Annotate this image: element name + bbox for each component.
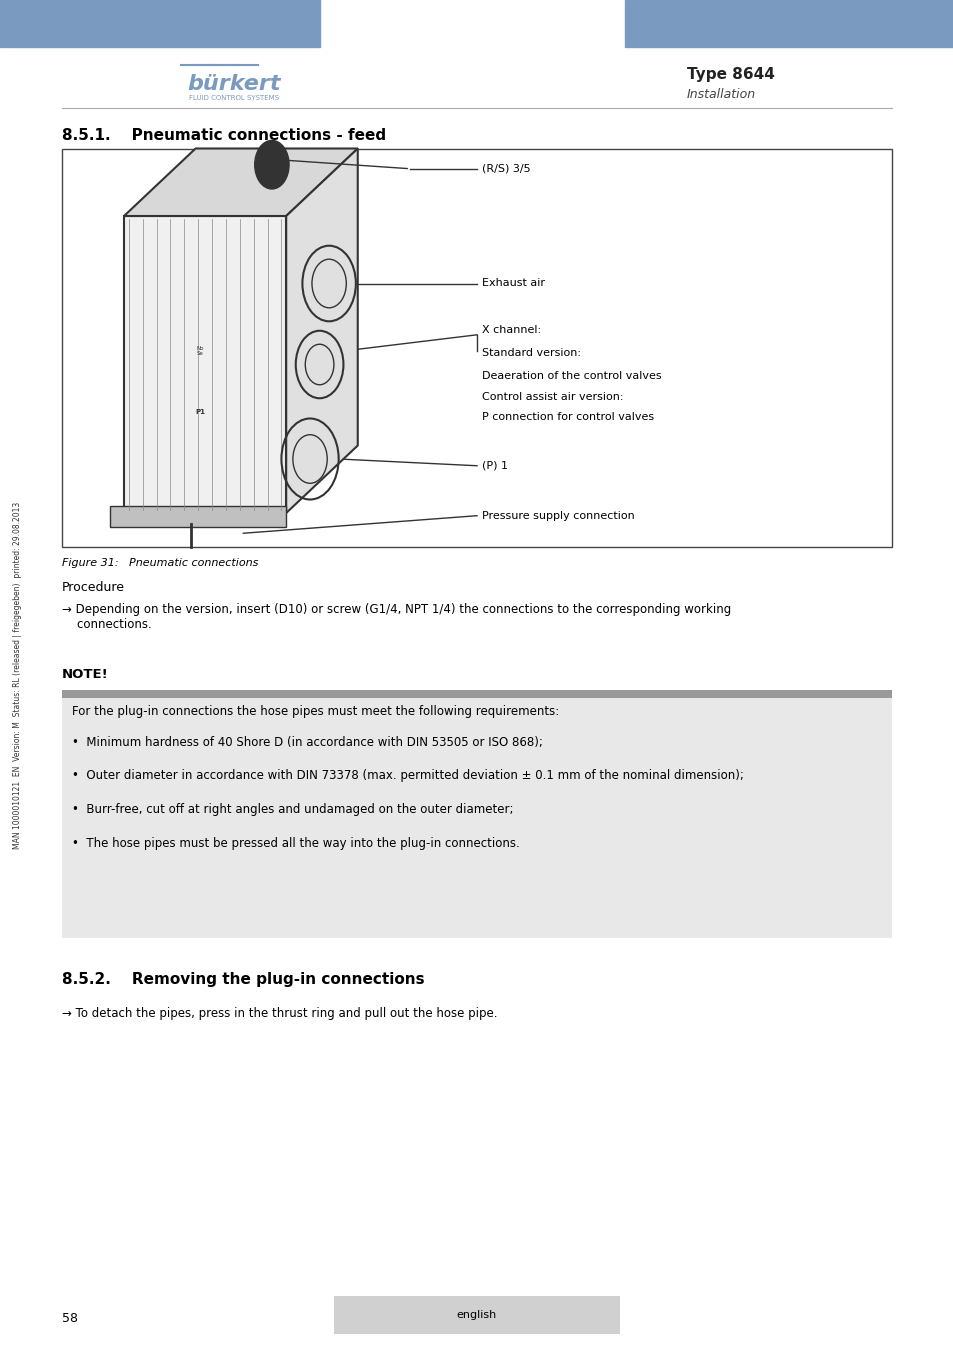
Text: No
Se: No Se bbox=[196, 346, 204, 356]
Text: → To detach the pipes, press in the thrust ring and pull out the hose pipe.: → To detach the pipes, press in the thru… bbox=[62, 1007, 497, 1021]
Polygon shape bbox=[124, 216, 286, 513]
Text: 58: 58 bbox=[62, 1312, 78, 1326]
Text: P connection for control valves: P connection for control valves bbox=[481, 412, 653, 421]
Text: (R/S) 3/5: (R/S) 3/5 bbox=[481, 163, 530, 174]
Text: Figure 31:: Figure 31: bbox=[62, 558, 118, 567]
Text: Pressure supply connection: Pressure supply connection bbox=[481, 510, 634, 521]
Bar bbox=[62, 690, 891, 698]
Polygon shape bbox=[124, 148, 357, 216]
Text: •  Burr-free, cut off at right angles and undamaged on the outer diameter;: • Burr-free, cut off at right angles and… bbox=[71, 803, 513, 817]
Polygon shape bbox=[110, 506, 286, 526]
Text: english: english bbox=[456, 1310, 497, 1320]
Text: NOTE!: NOTE! bbox=[62, 668, 109, 682]
Text: Type 8644: Type 8644 bbox=[686, 68, 774, 82]
Text: •  Outer diameter in accordance with DIN 73378 (max. permitted deviation ± 0.1 m: • Outer diameter in accordance with DIN … bbox=[71, 769, 742, 783]
Text: Installation: Installation bbox=[686, 88, 755, 101]
Text: FLUID CONTROL SYSTEMS: FLUID CONTROL SYSTEMS bbox=[189, 95, 278, 100]
Text: 8.5.1.    Pneumatic connections - feed: 8.5.1. Pneumatic connections - feed bbox=[62, 128, 386, 143]
Text: Standard version:: Standard version: bbox=[481, 348, 580, 358]
Bar bbox=[62, 148, 891, 547]
Text: For the plug-in connections the hose pipes must meet the following requirements:: For the plug-in connections the hose pip… bbox=[71, 705, 558, 718]
Text: Exhaust air: Exhaust air bbox=[481, 278, 544, 289]
Text: Deaeration of the control valves: Deaeration of the control valves bbox=[481, 371, 660, 381]
Polygon shape bbox=[286, 148, 357, 513]
Text: → Depending on the version, insert (D10) or screw (G1/4, NPT 1/4) the connection: → Depending on the version, insert (D10)… bbox=[62, 603, 731, 632]
Text: •  The hose pipes must be pressed all the way into the plug-in connections.: • The hose pipes must be pressed all the… bbox=[71, 837, 518, 850]
Text: (P) 1: (P) 1 bbox=[481, 460, 507, 471]
Text: X channel:: X channel: bbox=[481, 325, 540, 335]
Bar bbox=[0, 0, 319, 47]
Bar bbox=[624, 0, 953, 47]
Bar bbox=[334, 1296, 619, 1334]
Text: P1: P1 bbox=[195, 409, 205, 414]
Text: Control assist air version:: Control assist air version: bbox=[481, 392, 622, 401]
Text: 8.5.2.    Removing the plug-in connections: 8.5.2. Removing the plug-in connections bbox=[62, 972, 424, 987]
Text: MAN 1000010121  EN  Version: M  Status: RL (released | freigegeben)  printed: 29: MAN 1000010121 EN Version: M Status: RL … bbox=[12, 501, 22, 849]
Text: •  Minimum hardness of 40 Shore D (in accordance with DIN 53505 or ISO 868);: • Minimum hardness of 40 Shore D (in acc… bbox=[71, 736, 542, 749]
Text: bürkert: bürkert bbox=[187, 74, 280, 94]
Bar bbox=[62, 698, 891, 938]
Circle shape bbox=[254, 140, 289, 189]
Text: Pneumatic connections: Pneumatic connections bbox=[129, 558, 258, 567]
Text: Procedure: Procedure bbox=[62, 580, 125, 594]
